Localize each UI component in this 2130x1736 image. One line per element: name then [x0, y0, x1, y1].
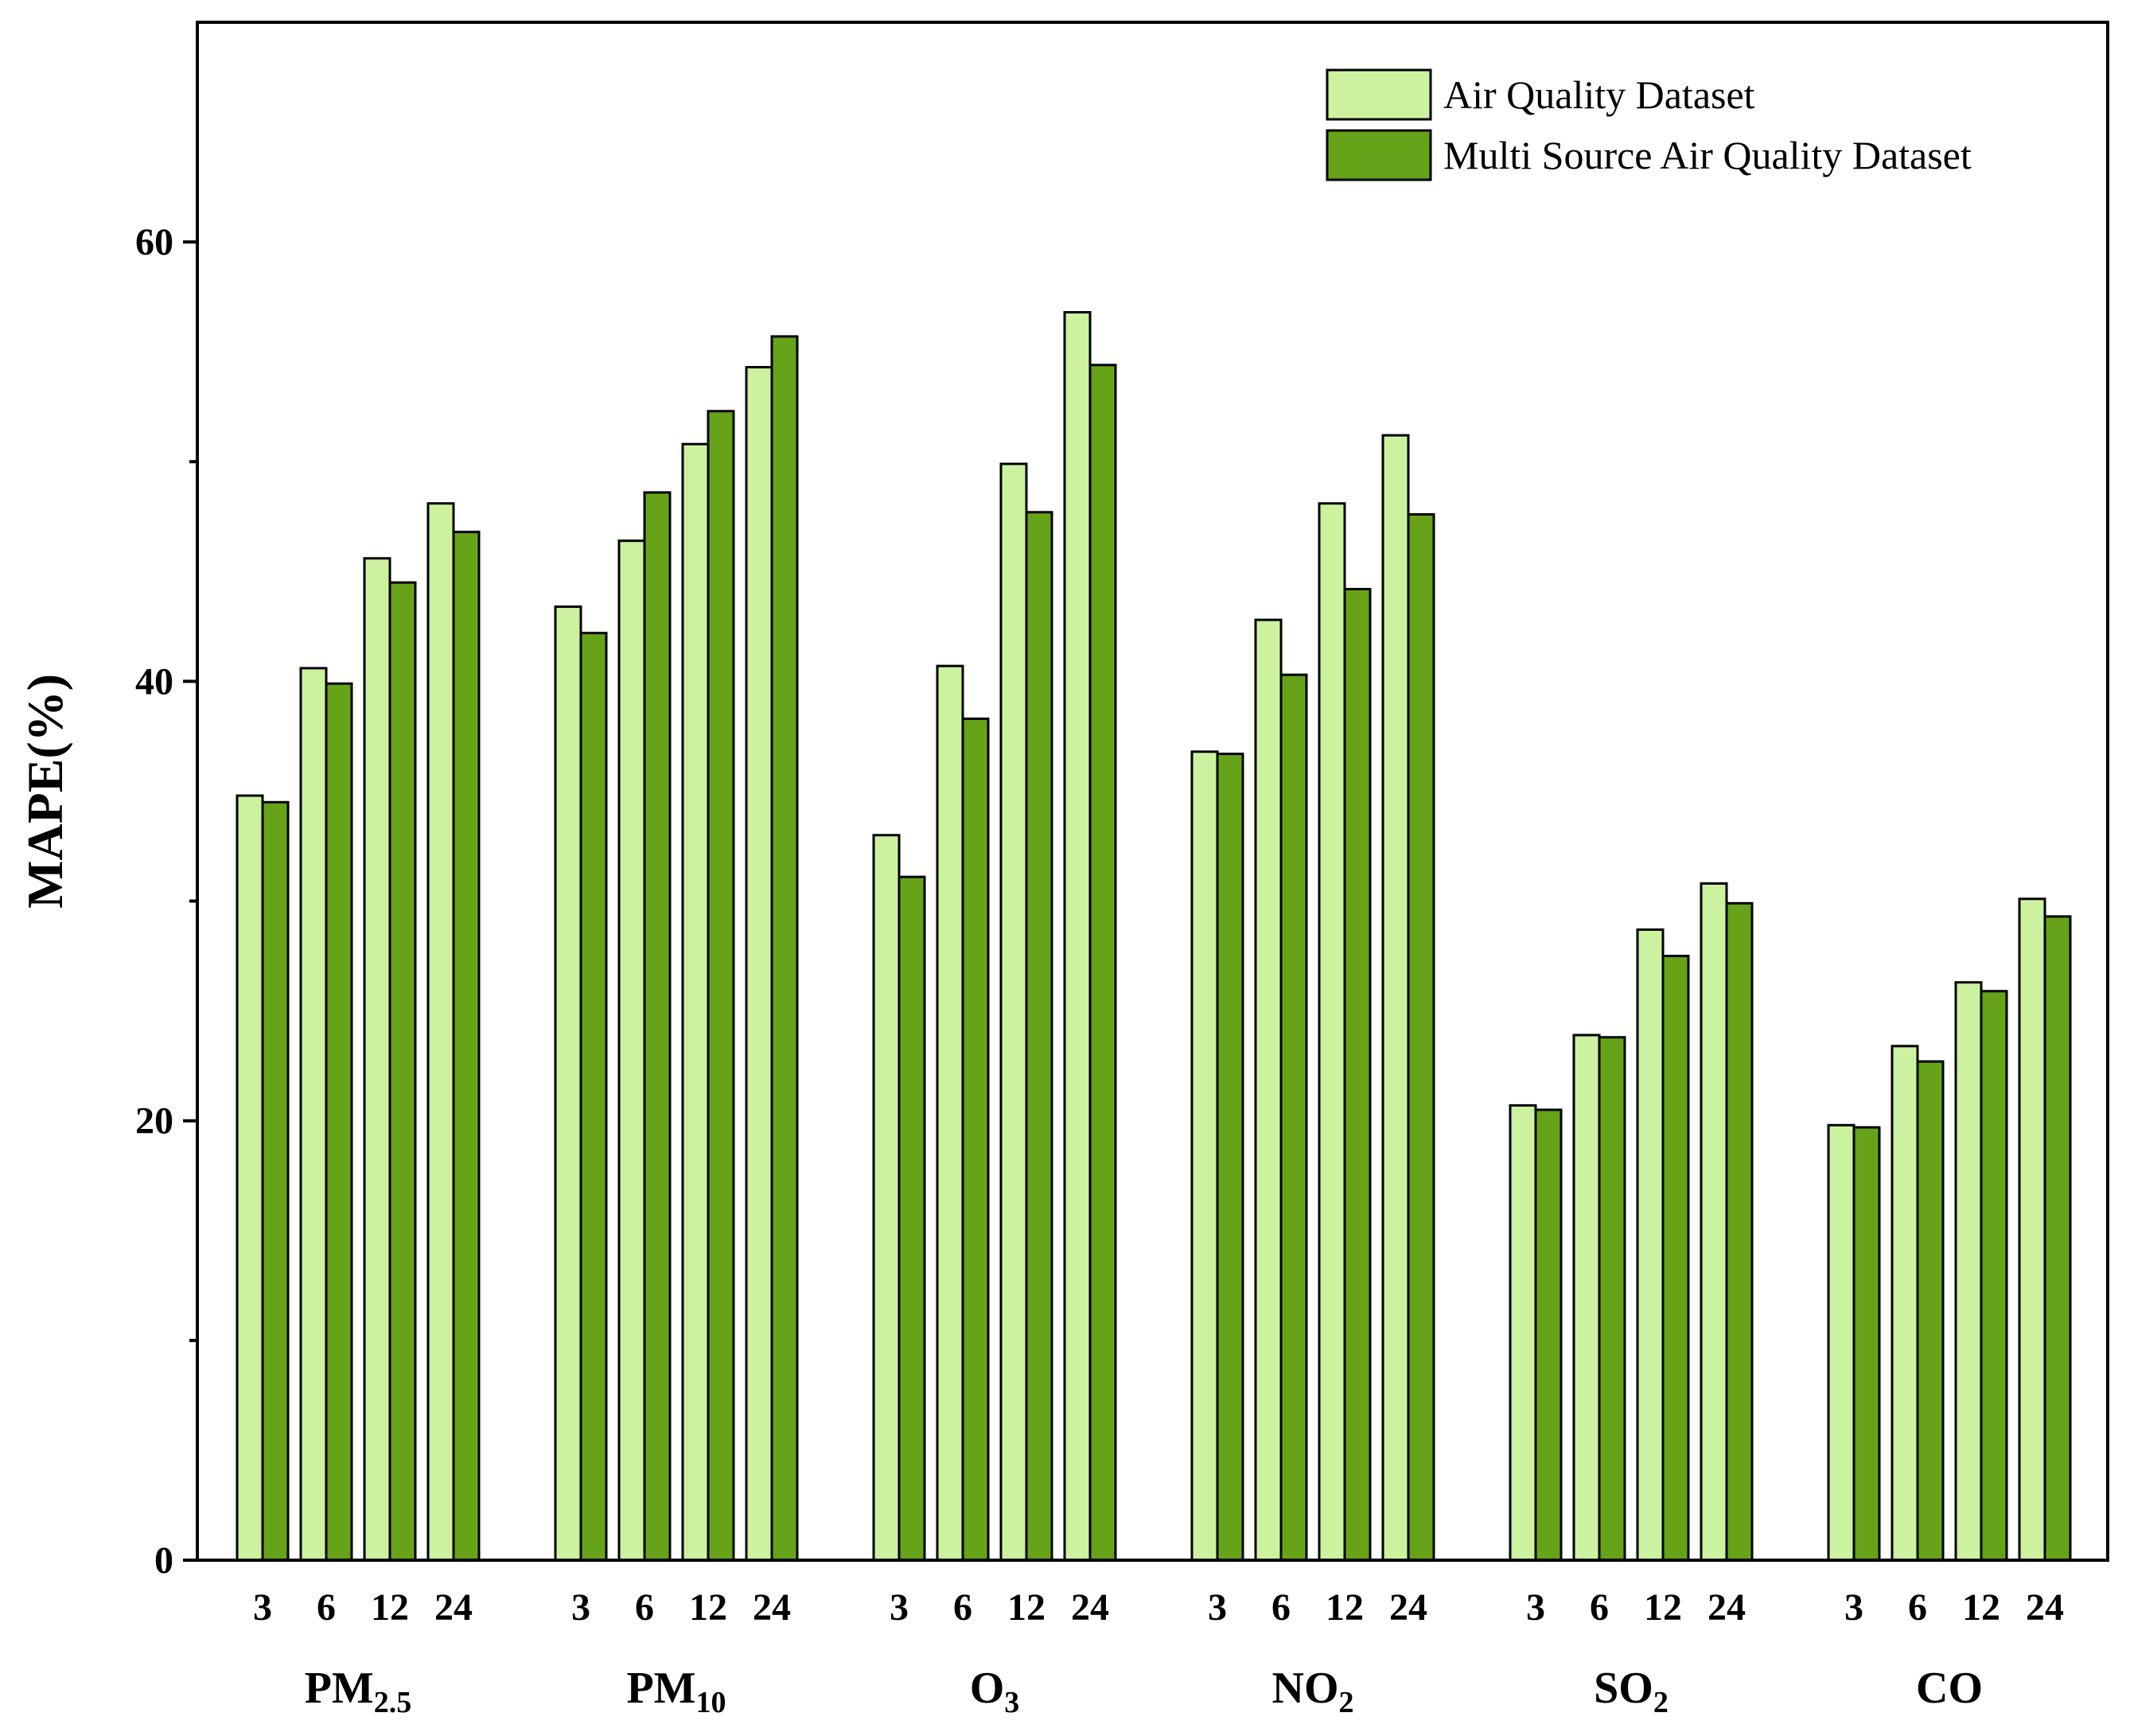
legend-swatch-aq: [1326, 68, 1432, 121]
x-tick-label: 12: [689, 1586, 727, 1629]
bar-msaq-g4-c1: [1598, 1036, 1626, 1562]
bar-msaq-g3-c3: [1407, 513, 1435, 1562]
legend-label-msaq: Multi Source Air Quality Dataset: [1443, 133, 1972, 177]
y-tick-label: 40: [135, 660, 173, 703]
bar-aq-g5-c3: [2018, 897, 2046, 1562]
bar-msaq-g4-c0: [1534, 1108, 1563, 1562]
x-tick-label: 6: [317, 1586, 336, 1629]
bar-aq-g4-c2: [1636, 928, 1665, 1562]
bar-aq-g4-c0: [1509, 1103, 1537, 1562]
x-tick-label: 24: [434, 1586, 473, 1629]
bar-msaq-g4-c2: [1661, 955, 1690, 1562]
bar-msaq-g0-c3: [452, 531, 481, 1562]
x-tick-label: 3: [571, 1586, 590, 1629]
bar-aq-g5-c1: [1891, 1045, 1919, 1562]
x-tick-label: 12: [1644, 1586, 1682, 1629]
bar-msaq-g3-c2: [1343, 587, 1372, 1562]
bars-layer: [236, 311, 2072, 1562]
bar-msaq-g2-c1: [961, 717, 990, 1562]
x-tick-label: 12: [371, 1586, 409, 1629]
y-tick-label: 20: [135, 1100, 173, 1142]
bar-aq-g0-c1: [299, 667, 328, 1562]
x-tick-label: 3: [1208, 1586, 1227, 1629]
legend-label-aq: Air Quality Dataset: [1443, 72, 1755, 117]
bar-aq-g5-c0: [1827, 1123, 1855, 1562]
bar-msaq-g1-c2: [707, 410, 735, 1562]
x-tick-label: 24: [1708, 1586, 1746, 1629]
x-tick-label: 3: [253, 1586, 272, 1629]
bar-msaq-g0-c1: [325, 682, 353, 1562]
bar-aq-g0-c0: [236, 794, 264, 1562]
bar-aq-g1-c2: [681, 442, 710, 1562]
y-axis-label: MAPE(%): [17, 674, 73, 909]
bar-msaq-g1-c3: [770, 335, 799, 1562]
x-tick-label: 3: [1526, 1586, 1545, 1629]
x-tick-label: 24: [1071, 1586, 1109, 1629]
x-tick-label: 24: [1389, 1586, 1427, 1629]
bar-aq-g3-c2: [1318, 502, 1346, 1562]
y-tick-label: 0: [154, 1539, 173, 1582]
bar-msaq-g2-c3: [1088, 364, 1117, 1562]
bar-aq-g2-c0: [872, 834, 901, 1562]
bar-aq-g1-c0: [554, 605, 582, 1562]
bar-msaq-g2-c2: [1025, 511, 1053, 1562]
bar-aq-g2-c3: [1063, 311, 1092, 1562]
x-tick-label: 24: [2026, 1586, 2064, 1629]
bar-aq-g3-c3: [1381, 434, 1410, 1562]
bar-msaq-g4-c3: [1725, 901, 1754, 1562]
plot-frame: [196, 21, 2109, 1562]
bar-msaq-g0-c2: [388, 581, 417, 1562]
x-tick-label: 3: [1844, 1586, 1863, 1629]
bar-aq-g3-c1: [1254, 618, 1283, 1562]
group-label: CO: [1916, 1664, 1983, 1713]
bar-aq-g4-c1: [1572, 1033, 1601, 1562]
legend: Air Quality Dataset Multi Source Air Qual…: [1326, 68, 1972, 181]
bar-msaq-g1-c1: [643, 491, 672, 1562]
bar-aq-g5-c2: [1954, 981, 1983, 1562]
bar-msaq-g5-c0: [1852, 1126, 1881, 1562]
x-tick-label: 6: [953, 1586, 972, 1629]
bar-msaq-g5-c3: [2043, 915, 2072, 1562]
bar-msaq-g2-c0: [898, 875, 926, 1562]
x-tick-label: 12: [1007, 1586, 1046, 1629]
bar-msaq-g3-c1: [1279, 673, 1308, 1562]
x-tick-label: 3: [890, 1586, 909, 1629]
x-tick-label: 12: [1326, 1586, 1364, 1629]
y-tick-label: 60: [135, 221, 173, 263]
x-tick-label: 6: [1271, 1586, 1291, 1629]
x-tick-label: 6: [1590, 1586, 1609, 1629]
bar-aq-g2-c1: [936, 664, 964, 1562]
bar-aq-g3-c0: [1190, 750, 1219, 1562]
x-tick-label: 6: [635, 1586, 654, 1629]
legend-swatch-msaq: [1326, 129, 1432, 181]
bar-aq-g0-c3: [426, 502, 455, 1562]
x-tick-label: 24: [753, 1586, 791, 1629]
bar-aq-g1-c3: [745, 366, 773, 1562]
bar-msaq-g5-c1: [1916, 1060, 1945, 1562]
bar-aq-g1-c1: [617, 539, 646, 1562]
bar-msaq-g3-c0: [1216, 753, 1244, 1562]
bar-aq-g0-c2: [363, 557, 391, 1562]
bar-msaq-g1-c0: [579, 632, 608, 1562]
x-tick-label: 6: [1908, 1586, 1927, 1629]
bar-msaq-g0-c0: [261, 800, 290, 1562]
bar-aq-g2-c2: [999, 462, 1028, 1562]
bar-aq-g4-c3: [1700, 882, 1728, 1562]
bar-msaq-g5-c2: [1980, 990, 2008, 1562]
x-tick-label: 12: [1962, 1586, 2000, 1629]
